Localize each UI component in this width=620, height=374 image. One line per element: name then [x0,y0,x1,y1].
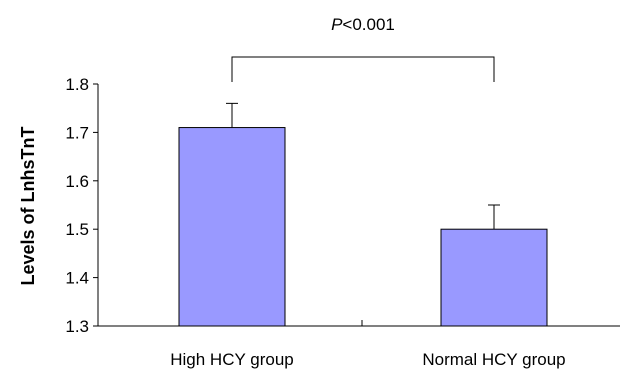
p-value-symbol: P [331,15,343,34]
y-tick-label: 1.3 [65,317,89,336]
y-axis-label: Levels of LnhsTnT [18,126,38,285]
p-value-annotation: P<0.001 [331,15,395,34]
x-tick-label: Normal HCY group [422,350,565,369]
significance-bracket [231,56,495,82]
y-tick-label: 1.5 [65,220,89,239]
y-tick-label: 1.6 [65,172,89,191]
error-bars [226,102,500,230]
x-tick-label: High HCY group [170,350,293,369]
y-tick-label: 1.4 [65,269,89,288]
y-tick-label: 1.7 [65,123,89,142]
bar-0 [178,127,286,327]
y-axis-ticks: 1.3 1.4 1.5 1.6 1.7 1.8 [65,75,98,336]
y-tick-label: 1.8 [65,75,89,94]
p-value-text: <0.001 [342,15,394,34]
x-tick-labels: High HCY group Normal HCY group [170,350,565,369]
bar-1 [440,228,548,327]
bars [178,127,548,327]
